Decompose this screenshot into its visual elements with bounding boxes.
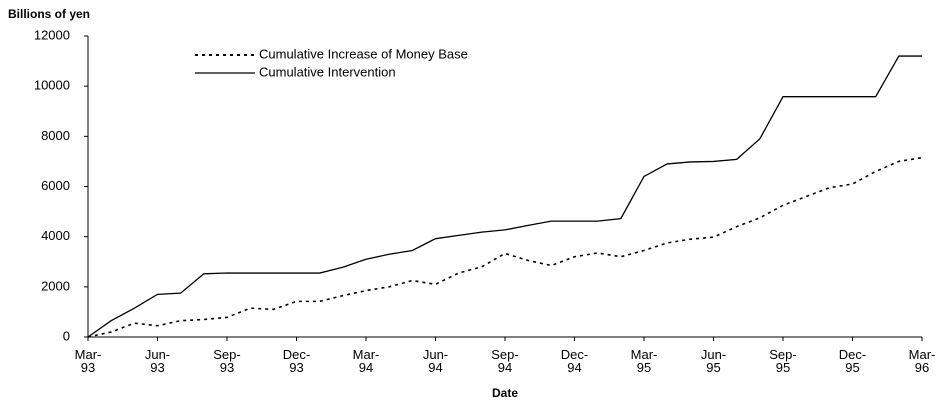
x-tick-label: Dec-95 (838, 347, 867, 375)
x-tick-label: Sep-93 (213, 347, 241, 375)
y-tick-label: 2000 (41, 278, 70, 293)
y-tick-label: 8000 (41, 128, 70, 143)
y-tick-label: 0 (63, 328, 70, 343)
legend-label: Cumulative Increase of Money Base (259, 46, 468, 61)
x-tick-label: Mar-96 (908, 347, 936, 375)
legend-label: Cumulative Intervention (259, 64, 396, 79)
x-tick-label: Sep-94 (491, 347, 519, 375)
y-tick-label: 6000 (41, 178, 70, 193)
y-tick-label: 10000 (34, 78, 70, 93)
x-tick-label: Jun-93 (144, 347, 171, 375)
x-tick-label: Mar-95 (630, 347, 658, 375)
x-tick-label: Sep-95 (769, 347, 797, 375)
x-tick-label: Jun-95 (700, 347, 727, 375)
y-axis-label: Billions of yen (8, 7, 90, 21)
x-tick-label: Dec-93 (282, 347, 311, 375)
y-tick-label: 4000 (41, 228, 70, 243)
y-tick-label: 12000 (34, 27, 70, 42)
line-series (87, 156, 923, 338)
x-tick-label: Dec-94 (560, 347, 589, 375)
x-axis-label: Date (492, 386, 518, 400)
x-tick-label: Mar-93 (74, 347, 102, 375)
line-series (87, 55, 922, 338)
x-tick-label: Jun-94 (422, 347, 449, 375)
x-tick-label: Mar-94 (352, 347, 380, 375)
